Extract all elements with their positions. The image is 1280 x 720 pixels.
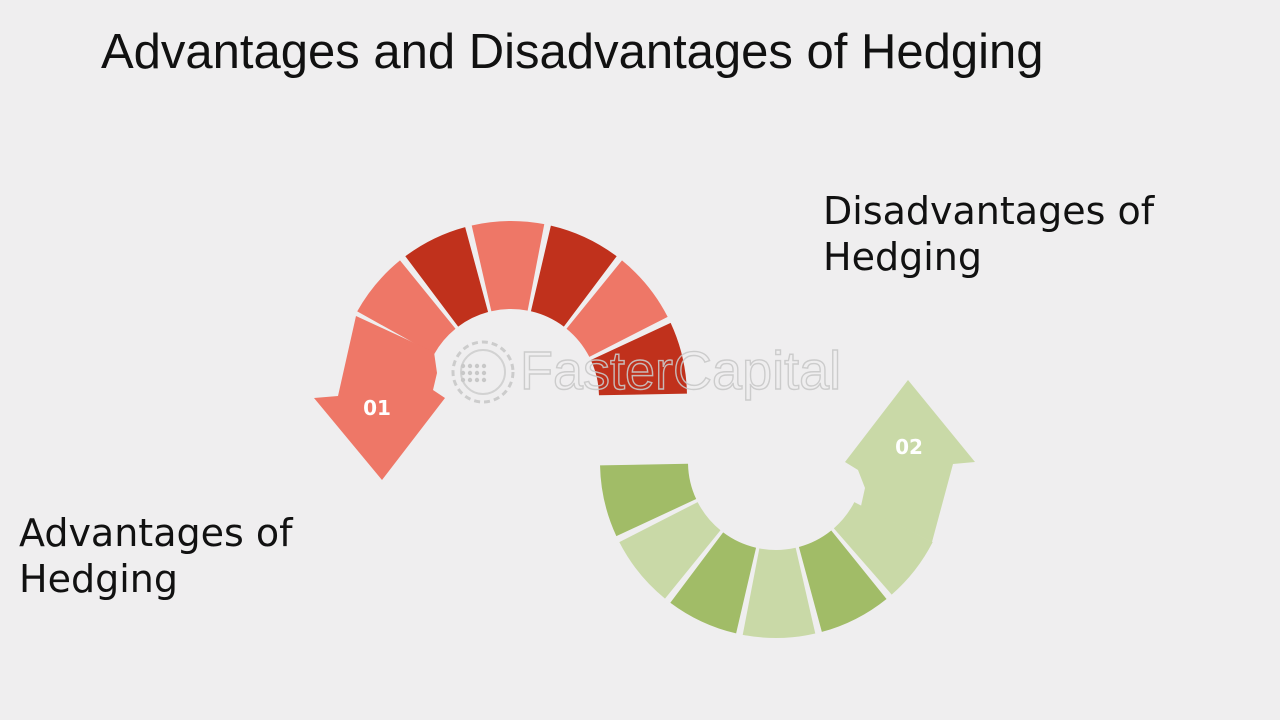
step-number-02: 02 xyxy=(895,435,923,459)
advantages-label-line-1: Advantages of xyxy=(19,511,293,555)
green-segment-1 xyxy=(600,463,697,537)
advantages-label: Advantages of Hedging xyxy=(19,510,293,602)
red-arrow-head xyxy=(314,316,445,480)
red-arc xyxy=(357,221,687,396)
advantages-label-line-2: Hedging xyxy=(19,557,178,601)
red-segment-2 xyxy=(566,260,668,357)
red-segment-1 xyxy=(590,322,687,396)
green-segment-4 xyxy=(742,547,816,638)
green-segment-2 xyxy=(619,502,721,599)
disadvantages-label-line-1: Disadvantages of xyxy=(823,189,1155,233)
step-number-01: 01 xyxy=(363,396,391,420)
red-segment-5 xyxy=(405,227,489,327)
watermark: FasterCapital xyxy=(451,340,842,404)
green-arrow-head xyxy=(845,380,975,542)
watermark-text: FasterCapital xyxy=(520,341,841,401)
green-segment-5 xyxy=(798,530,887,632)
red-segment-4 xyxy=(471,221,545,312)
green-segment-3 xyxy=(670,532,757,634)
green-segment-6 xyxy=(833,502,933,595)
green-arc xyxy=(600,463,933,638)
red-segment-6 xyxy=(357,260,456,355)
page-title: Advantages and Disadvantages of Hedging xyxy=(101,25,1044,79)
disadvantages-label-line-2: Hedging xyxy=(823,235,982,279)
red-segment-3 xyxy=(530,225,617,327)
disadvantages-label: Disadvantages of Hedging xyxy=(823,188,1154,280)
gear-icon xyxy=(451,340,515,404)
